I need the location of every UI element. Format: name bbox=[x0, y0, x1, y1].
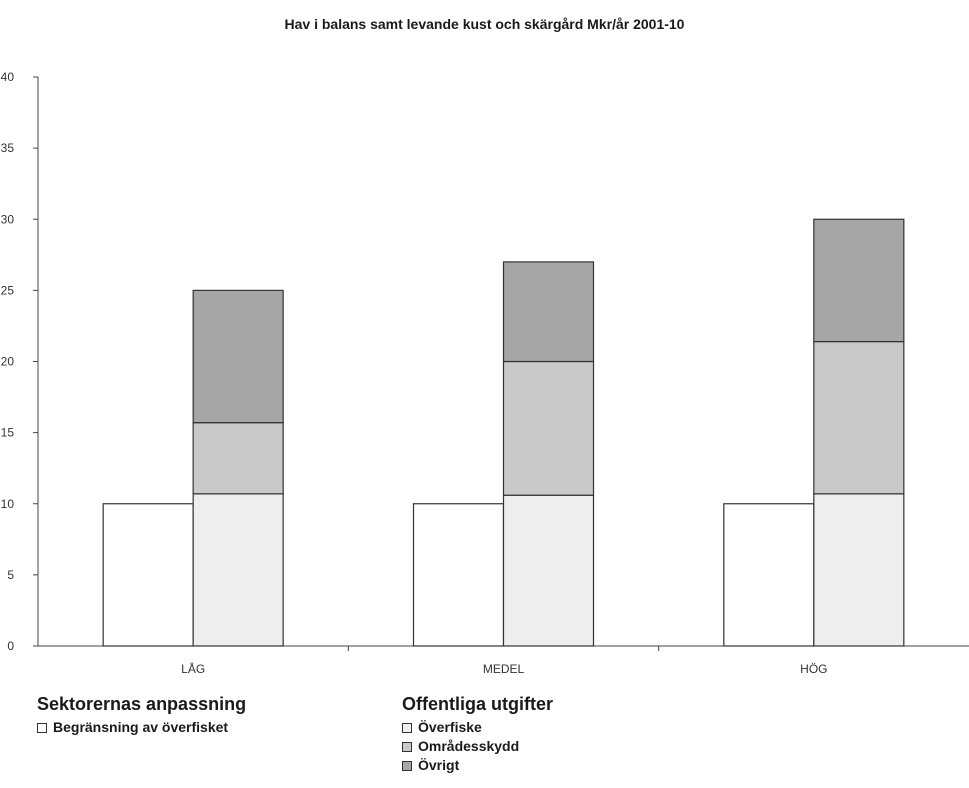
bar-överfiske-medel bbox=[502, 494, 595, 647]
bar-begränsning-av-överfisket-hög bbox=[723, 503, 815, 647]
legend-label-omradesskydd: Områdesskydd bbox=[418, 738, 520, 754]
y-tick-label: 0 bbox=[7, 639, 14, 653]
legend-title-sector: Sektorernas anpassning bbox=[37, 694, 247, 714]
legend-sector: Sektorernas anpassning Begränsning av öv… bbox=[37, 694, 246, 737]
legend-label-ovrigt: Övrigt bbox=[418, 757, 460, 773]
y-tick-label: 35 bbox=[1, 141, 15, 155]
legend-item-omradesskydd: Områdesskydd bbox=[402, 737, 553, 756]
y-tick-label: 30 bbox=[1, 212, 15, 226]
bar-begränsning-av-överfisket-medel bbox=[412, 503, 505, 647]
bar-chart: 0 5 10 15 20 25 30 35 40 LÅG MEDEL HÖG bbox=[1, 70, 969, 676]
y-tick-label: 15 bbox=[1, 426, 15, 440]
bar-områdesskydd-medel bbox=[502, 360, 595, 496]
legend-swatch-ovrigt bbox=[402, 760, 412, 771]
y-tick-label: 10 bbox=[1, 497, 15, 511]
x-tick-label: MEDEL bbox=[483, 662, 525, 676]
legend-title-public: Offentliga utgifter bbox=[402, 694, 553, 714]
bar-övrigt-hög bbox=[813, 218, 905, 343]
y-tick-label: 25 bbox=[1, 283, 15, 297]
chart-title: Hav i balans samt levande kust och skärg… bbox=[284, 16, 685, 32]
legend-public: Offentliga utgifter Överfiske Områdessky… bbox=[402, 694, 553, 775]
legend-label-begransning: Begränsning av överfisket bbox=[53, 719, 229, 735]
bar-begränsning-av-överfisket-låg bbox=[102, 503, 194, 647]
legend-item-ovrigt: Övrigt bbox=[402, 756, 553, 775]
legend-swatch-begransning bbox=[37, 722, 47, 733]
legend-swatch-omradesskydd bbox=[402, 741, 412, 752]
y-tick-label: 5 bbox=[7, 568, 14, 582]
x-tick-label: HÖG bbox=[800, 662, 827, 676]
legend-item-begransning: Begränsning av överfisket bbox=[37, 718, 246, 737]
y-axis: 0 5 10 15 20 25 30 35 40 bbox=[1, 70, 39, 653]
bar-områdesskydd-låg bbox=[192, 422, 284, 495]
y-tick-label: 40 bbox=[1, 70, 15, 84]
x-axis: LÅG MEDEL HÖG bbox=[38, 645, 969, 676]
bar-överfiske-låg bbox=[192, 493, 284, 647]
legend-label-overfiske: Överfiske bbox=[418, 719, 482, 735]
bar-områdesskydd-hög bbox=[813, 340, 905, 495]
bars bbox=[102, 218, 905, 647]
y-tick-label: 20 bbox=[1, 355, 15, 369]
legend-item-overfiske: Överfiske bbox=[402, 718, 553, 737]
bar-överfiske-hög bbox=[813, 493, 905, 647]
x-tick-label: LÅG bbox=[181, 661, 205, 676]
legend-swatch-overfiske bbox=[402, 722, 412, 733]
bar-övrigt-låg bbox=[192, 289, 284, 424]
bar-övrigt-medel bbox=[502, 261, 595, 363]
